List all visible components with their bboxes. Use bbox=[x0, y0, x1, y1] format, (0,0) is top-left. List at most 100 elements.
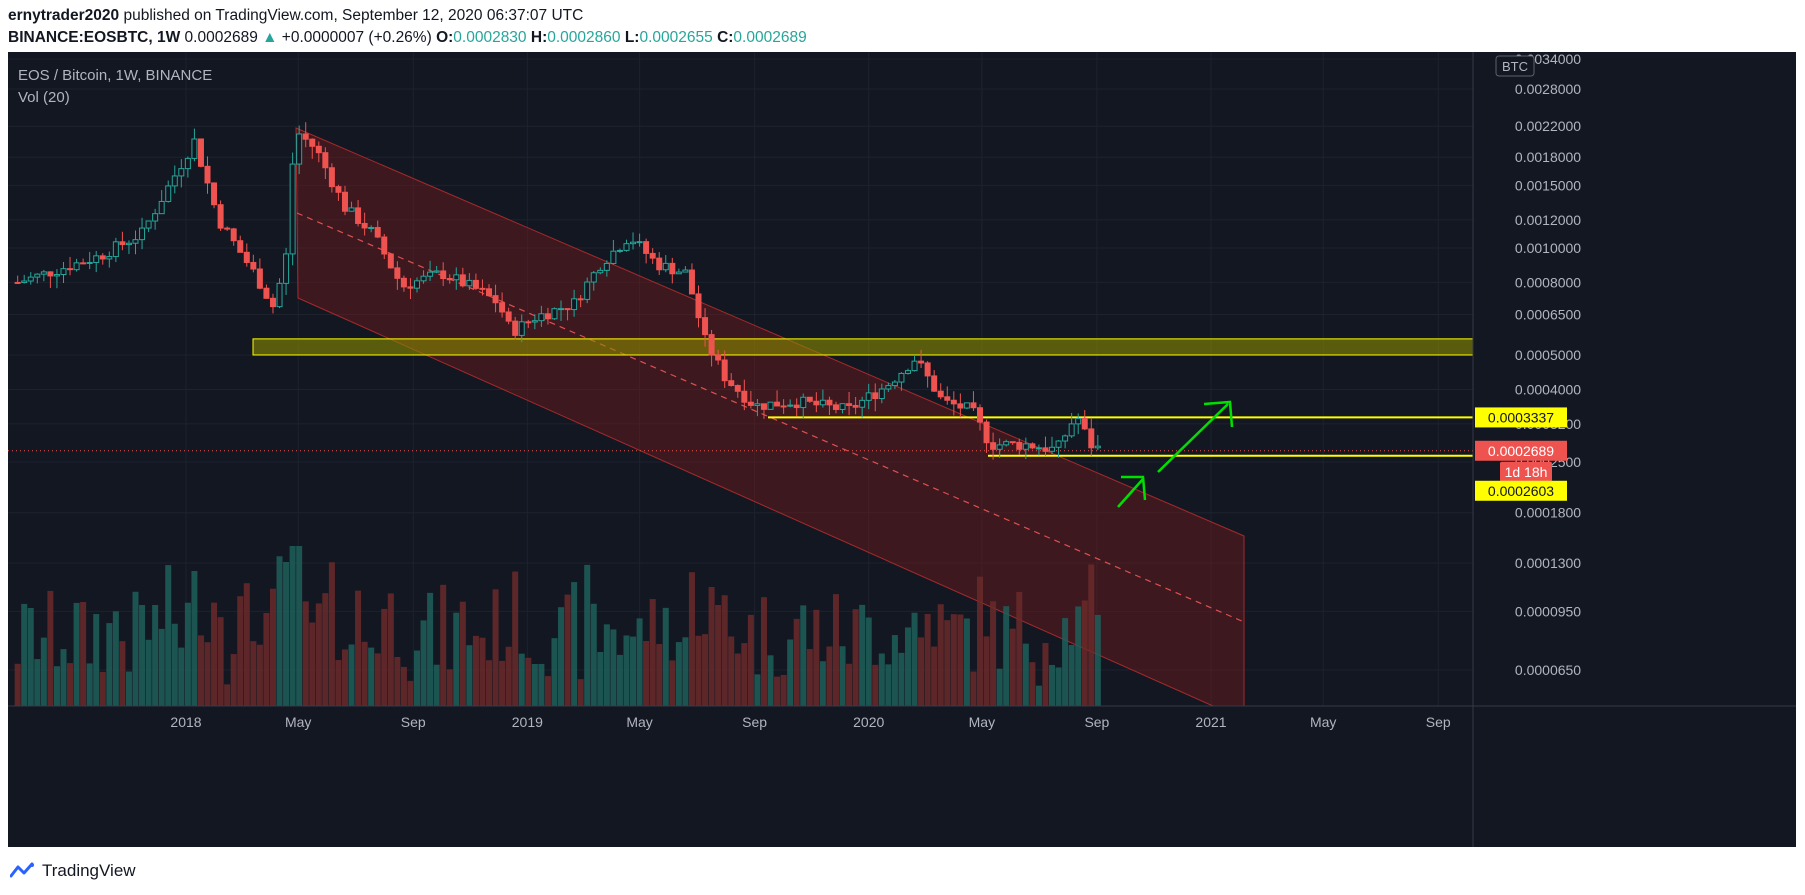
candle[interactable] bbox=[171, 175, 178, 187]
candle[interactable] bbox=[499, 302, 506, 313]
candle[interactable] bbox=[610, 250, 617, 264]
candle[interactable] bbox=[774, 401, 781, 407]
candle[interactable] bbox=[538, 313, 545, 322]
resistance-zone[interactable] bbox=[252, 338, 1474, 356]
candle[interactable] bbox=[27, 276, 34, 282]
candle[interactable] bbox=[649, 252, 656, 259]
candle[interactable] bbox=[407, 286, 414, 289]
candle[interactable] bbox=[178, 168, 185, 177]
candle[interactable] bbox=[125, 242, 132, 246]
candle[interactable] bbox=[1035, 447, 1042, 450]
candle[interactable] bbox=[577, 298, 584, 301]
candle[interactable] bbox=[597, 269, 604, 274]
candle[interactable] bbox=[1009, 441, 1016, 444]
candle[interactable] bbox=[459, 274, 466, 287]
candle[interactable] bbox=[924, 362, 931, 377]
candle[interactable] bbox=[525, 321, 532, 324]
candle[interactable] bbox=[204, 165, 211, 184]
candle[interactable] bbox=[1003, 441, 1010, 446]
candle[interactable] bbox=[767, 401, 774, 410]
chart-area[interactable]: 0.0034000 0.0028000 0.0022000 0.0018000 0.00… bbox=[8, 52, 1796, 847]
candle[interactable] bbox=[53, 274, 60, 277]
candle[interactable] bbox=[119, 241, 126, 246]
candle[interactable] bbox=[826, 399, 833, 406]
candle[interactable] bbox=[322, 152, 329, 169]
candle[interactable] bbox=[93, 255, 100, 263]
candle[interactable] bbox=[197, 138, 204, 167]
candle[interactable] bbox=[263, 287, 270, 299]
upper-level-label-box[interactable] bbox=[1475, 407, 1567, 428]
price-chart[interactable]: 0.00340000.00280000.00220000.00180000.00… bbox=[8, 52, 1796, 847]
candle[interactable] bbox=[584, 281, 591, 300]
candle[interactable] bbox=[73, 262, 80, 271]
candle[interactable] bbox=[341, 191, 348, 212]
candle[interactable] bbox=[453, 274, 460, 281]
candle[interactable] bbox=[328, 167, 335, 188]
candle[interactable] bbox=[355, 207, 362, 224]
candle[interactable] bbox=[931, 375, 938, 392]
candle[interactable] bbox=[636, 241, 643, 244]
candle[interactable] bbox=[191, 138, 198, 159]
candle[interactable] bbox=[283, 253, 290, 284]
candle[interactable] bbox=[315, 145, 322, 154]
candle[interactable] bbox=[1088, 428, 1095, 449]
candle[interactable] bbox=[813, 400, 820, 406]
candle[interactable] bbox=[551, 308, 558, 320]
candle[interactable] bbox=[544, 313, 551, 320]
candle[interactable] bbox=[839, 403, 846, 410]
candle[interactable] bbox=[859, 399, 866, 408]
candle[interactable] bbox=[1016, 441, 1023, 450]
candle[interactable] bbox=[891, 381, 898, 387]
candle[interactable] bbox=[721, 359, 728, 382]
candle[interactable] bbox=[688, 269, 695, 295]
candle[interactable] bbox=[623, 243, 630, 251]
candle[interactable] bbox=[361, 222, 368, 229]
candle[interactable] bbox=[669, 262, 676, 275]
candle[interactable] bbox=[512, 320, 519, 336]
candle[interactable] bbox=[67, 268, 74, 271]
tradingview-brand[interactable]: TradingView bbox=[10, 861, 136, 881]
candle[interactable] bbox=[1075, 417, 1082, 425]
candle[interactable] bbox=[800, 396, 807, 409]
candle[interactable] bbox=[780, 405, 787, 408]
candle[interactable] bbox=[60, 268, 67, 276]
candle[interactable] bbox=[590, 272, 597, 283]
candle[interactable] bbox=[728, 380, 735, 387]
candle[interactable] bbox=[132, 239, 139, 244]
candle[interactable] bbox=[819, 399, 826, 406]
candle[interactable] bbox=[760, 403, 767, 410]
candle[interactable] bbox=[865, 392, 872, 401]
candle[interactable] bbox=[911, 360, 918, 372]
candle[interactable] bbox=[937, 390, 944, 398]
candle[interactable] bbox=[420, 275, 427, 282]
candle[interactable] bbox=[237, 240, 244, 253]
candle[interactable] bbox=[1081, 417, 1088, 430]
candle[interactable] bbox=[662, 262, 669, 271]
candle[interactable] bbox=[387, 253, 394, 269]
candle[interactable] bbox=[433, 270, 440, 273]
candle[interactable] bbox=[374, 227, 381, 238]
candle[interactable] bbox=[21, 280, 28, 284]
candle[interactable] bbox=[40, 271, 47, 275]
candle[interactable] bbox=[1029, 443, 1036, 449]
candle[interactable] bbox=[1094, 445, 1101, 449]
candle[interactable] bbox=[603, 262, 610, 271]
candle[interactable] bbox=[139, 227, 146, 241]
candle[interactable] bbox=[518, 321, 525, 336]
candle[interactable] bbox=[787, 404, 794, 407]
candle[interactable] bbox=[492, 295, 499, 304]
candle[interactable] bbox=[14, 281, 21, 284]
candle[interactable] bbox=[486, 288, 493, 297]
candle[interactable] bbox=[1068, 423, 1075, 437]
candle[interactable] bbox=[1022, 443, 1029, 450]
candle[interactable] bbox=[158, 200, 165, 215]
candle[interactable] bbox=[950, 399, 957, 405]
candle[interactable] bbox=[878, 388, 885, 400]
candle[interactable] bbox=[394, 267, 401, 279]
candle[interactable] bbox=[643, 241, 650, 254]
candle[interactable] bbox=[106, 256, 113, 260]
candle[interactable] bbox=[296, 133, 303, 165]
candle[interactable] bbox=[381, 236, 388, 255]
candle[interactable] bbox=[630, 241, 637, 245]
candle[interactable] bbox=[558, 308, 565, 311]
